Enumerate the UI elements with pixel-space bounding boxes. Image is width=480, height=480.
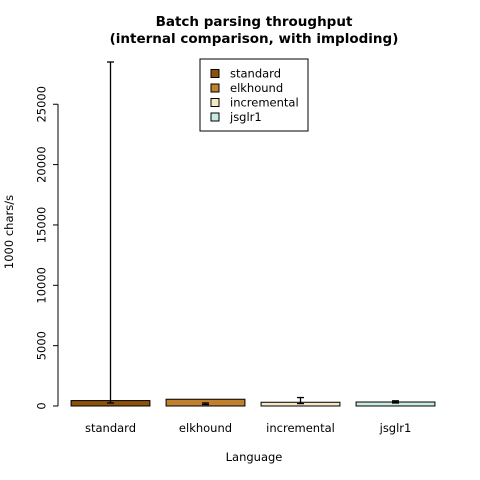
y-axis-label: 1000 chars/s (2, 195, 16, 269)
legend-swatch (210, 112, 220, 122)
y-tick-label: 0 (35, 402, 49, 409)
x-tick-label: incremental (266, 421, 335, 435)
x-axis-label: Language (226, 450, 283, 464)
y-axis: 0 5000 10000 15000 20000 25000 (35, 86, 59, 410)
chart-subtitle: (internal comparison, with imploding) (110, 31, 399, 47)
y-tick-label: 25000 (35, 86, 49, 123)
y-tick-label: 10000 (35, 267, 49, 304)
legend-swatch (210, 83, 220, 93)
y-tick-label: 20000 (35, 146, 49, 183)
legend-entry: jsglr1 (229, 110, 262, 124)
y-tick-label: 15000 (35, 207, 49, 244)
bars (70, 61, 436, 407)
x-tick-label: standard (85, 421, 136, 435)
legend-entry: standard (230, 67, 281, 81)
legend-swatch (210, 69, 220, 78)
x-tick-label: jsglr1 (379, 421, 412, 435)
legend-entry: elkhound (230, 81, 283, 95)
x-tick-labels: standard elkhound incremental jsglr1 (85, 421, 411, 435)
chart-title: Batch parsing throughput (156, 14, 353, 30)
legend-swatch (210, 98, 220, 107)
legend-entry: incremental (230, 96, 299, 110)
x-tick-label: elkhound (179, 421, 232, 435)
y-tick-label: 5000 (35, 331, 49, 360)
